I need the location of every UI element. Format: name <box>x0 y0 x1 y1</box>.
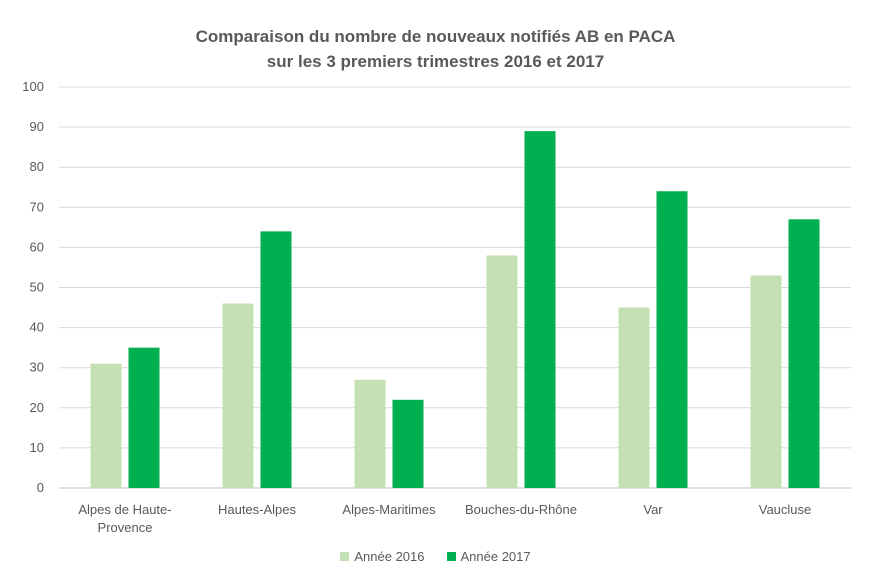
y-tick-label: 50 <box>30 280 44 295</box>
y-tick-label: 30 <box>30 360 44 375</box>
chart-title-line-1: Comparaison du nombre de nouveaux notifi… <box>195 27 676 46</box>
y-tick-label: 90 <box>30 119 44 134</box>
bar-2017-5 <box>788 219 820 488</box>
x-category-label: Hautes-Alpes <box>218 502 297 517</box>
bar-2016-1 <box>222 303 254 488</box>
bar-2016-3 <box>486 255 518 488</box>
y-tick-label: 100 <box>22 79 44 94</box>
bar-2017-3 <box>524 131 556 489</box>
legend-item-2016: Année 2016 <box>340 549 425 564</box>
x-category-label: Vaucluse <box>759 502 812 517</box>
y-tick-label: 0 <box>37 480 44 495</box>
bar-2017-1 <box>260 231 292 489</box>
y-tick-label: 20 <box>30 400 44 415</box>
x-category-label: Alpes de Haute-Provence <box>78 502 171 535</box>
legend-swatch-2017 <box>446 552 456 561</box>
y-tick-label: 10 <box>30 440 44 455</box>
chart-title: Comparaison du nombre de nouveaux notifi… <box>0 24 871 74</box>
bar-2016-4 <box>618 307 650 488</box>
chart-subtitle: sur les 3 premiers trimestres 2016 et 20… <box>266 52 605 71</box>
x-category-label: Alpes-Maritimes <box>342 502 436 517</box>
y-tick-label: 40 <box>30 320 44 335</box>
y-tick-label: 70 <box>30 199 44 214</box>
legend-swatch-2016 <box>340 552 350 561</box>
bar-2016-2 <box>354 379 386 488</box>
legend: Année 2016 Année 2017 <box>0 549 871 564</box>
x-category-label: Var <box>643 502 663 517</box>
bar-2016-5 <box>750 275 782 488</box>
x-category-label: Bouches-du-Rhône <box>465 502 577 517</box>
legend-label-2016: Année 2016 <box>354 549 425 564</box>
bar-2017-2 <box>392 399 424 488</box>
y-tick-label: 80 <box>30 159 44 174</box>
legend-label-2017: Année 2017 <box>460 549 531 564</box>
bar-2016-0 <box>90 363 122 488</box>
legend-item-2017: Année 2017 <box>446 549 531 564</box>
bar-2017-4 <box>656 191 688 488</box>
y-tick-label: 60 <box>30 239 44 254</box>
bar-2017-0 <box>128 347 160 488</box>
